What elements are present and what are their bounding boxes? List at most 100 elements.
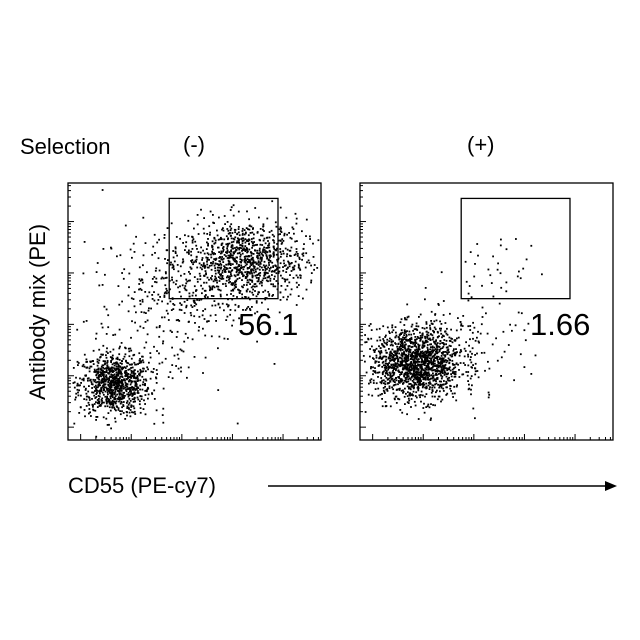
data-point [385,405,387,407]
data-point [433,375,435,377]
data-point [194,285,196,287]
data-point [232,290,234,292]
data-point [391,341,393,343]
data-point [215,240,217,242]
data-point [166,249,168,251]
data-point [310,280,312,282]
data-point [443,344,445,346]
data-point [153,276,155,278]
data-point [101,323,103,325]
data-point [219,336,221,338]
data-point [450,373,452,375]
data-point [441,271,443,273]
data-point [208,279,210,281]
data-point [252,294,254,296]
data-point [262,235,264,237]
data-point [224,254,226,256]
data-point [104,360,106,362]
data-point [86,359,88,361]
data-point [188,367,190,369]
data-point [293,277,295,279]
data-point [97,386,99,388]
data-point [240,265,242,267]
data-point [204,335,206,337]
data-point [128,310,130,312]
data-point [156,303,158,305]
data-point [385,381,387,383]
data-point [296,286,298,288]
data-point [156,373,158,375]
data-point [397,360,399,362]
data-point [489,274,491,276]
data-point [230,254,232,256]
data-point [439,365,441,367]
data-point [192,242,194,244]
data-point [223,230,225,232]
data-point [241,271,243,273]
data-point [397,383,399,385]
data-point [439,321,441,323]
data-point [238,228,240,230]
data-point [394,398,396,400]
data-point [435,328,437,330]
data-point [227,246,229,248]
data-point [223,268,225,270]
data-point [97,372,99,374]
data-point [272,283,274,285]
data-point [111,392,113,394]
data-point [118,407,120,409]
data-point [424,371,426,373]
data-point [269,250,271,252]
data-point [424,328,426,330]
data-point [97,416,99,418]
data-point [94,381,96,383]
data-point [173,257,175,259]
data-point [234,288,236,290]
data-point [416,329,418,331]
data-point [396,402,398,404]
data-point [377,376,379,378]
data-point [444,351,446,353]
data-point [417,350,419,352]
data-point [130,350,132,352]
data-point [151,285,153,287]
data-point [238,211,240,213]
data-point [274,265,276,267]
data-point [229,267,231,269]
data-point [289,250,291,252]
data-point [197,224,199,226]
data-point [96,390,98,392]
data-point [389,360,391,362]
data-point [296,223,298,225]
data-point [438,304,440,306]
data-point [267,251,269,253]
data-point [258,279,260,281]
data-point [266,272,268,274]
data-point [226,280,228,282]
data-point [130,391,132,393]
data-point [487,361,489,363]
data-point [495,337,497,339]
data-point [280,299,282,301]
data-point [424,337,426,339]
data-point [404,338,406,340]
data-point [429,375,431,377]
data-point [471,375,473,377]
data-point [376,340,378,342]
data-point [406,381,408,383]
data-point [206,282,208,284]
data-point [427,364,429,366]
data-point [401,338,403,340]
data-point [475,370,477,372]
data-point [262,250,264,252]
data-point [108,377,110,379]
data-point [139,373,141,375]
data-point [443,367,445,369]
data-point [410,362,412,364]
data-point [259,254,261,256]
data-point [408,334,410,336]
data-point [458,369,460,371]
data-point [382,373,384,375]
data-point [145,370,147,372]
data-point [374,370,376,372]
